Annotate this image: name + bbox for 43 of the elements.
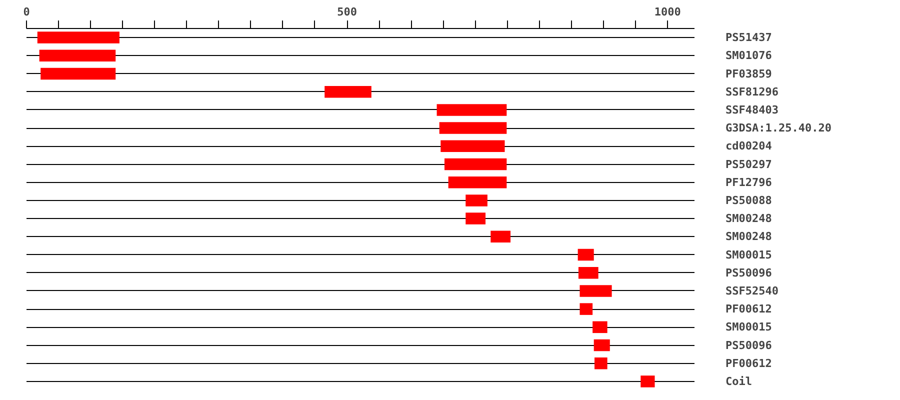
- bar: [444, 158, 507, 170]
- bar: [578, 266, 598, 279]
- y-tick-label: SSF81296: [726, 85, 779, 98]
- bar: [440, 140, 505, 152]
- bar: [39, 50, 116, 62]
- y-tick-label: Coil: [726, 374, 752, 388]
- bar: [594, 339, 610, 352]
- y-tick-label: PS50096: [726, 266, 772, 280]
- bar: [592, 321, 608, 334]
- y-tick-label: PF00612: [726, 356, 772, 370]
- bar: [436, 104, 507, 116]
- x-tick-label: 500: [337, 6, 357, 18]
- y-tick-label: SM00248: [726, 212, 772, 226]
- bar: [466, 194, 488, 206]
- bar: [324, 86, 372, 98]
- y-tick-label: SM00015: [726, 320, 772, 334]
- y-tick-label: PF00612: [726, 302, 772, 316]
- bar: [466, 212, 486, 224]
- y-tick-label: SSF52540: [726, 284, 778, 298]
- y-tick-label: PS50088: [726, 194, 772, 207]
- y-tick-label: SM00248: [726, 230, 772, 244]
- y-tick-label: G3DSA:1.25.40.20: [726, 122, 832, 135]
- bar: [40, 68, 116, 80]
- y-tick-label: PF03859: [726, 67, 772, 80]
- x-tick-label: 0: [23, 6, 30, 18]
- y-tick-label: PS50096: [726, 338, 772, 352]
- y-tick-label: PS51437: [726, 31, 772, 44]
- bar: [594, 357, 608, 370]
- bar: [439, 122, 507, 134]
- y-tick-label: SSF48403: [726, 103, 778, 116]
- y-tick-label: PS50297: [726, 158, 772, 171]
- bar: [448, 176, 507, 188]
- y-tick-label: cd00204: [726, 140, 772, 153]
- bar: [490, 230, 511, 243]
- y-tick-label: PF12796: [726, 176, 772, 189]
- bar: [640, 376, 655, 388]
- y-tick-label: SM01076: [726, 49, 772, 62]
- bar: [37, 32, 120, 44]
- bar: [580, 303, 593, 315]
- bar: [580, 285, 612, 297]
- x-tick-label: 1000: [654, 6, 681, 18]
- y-tick-label: SM00015: [726, 248, 772, 262]
- bar: [578, 248, 594, 261]
